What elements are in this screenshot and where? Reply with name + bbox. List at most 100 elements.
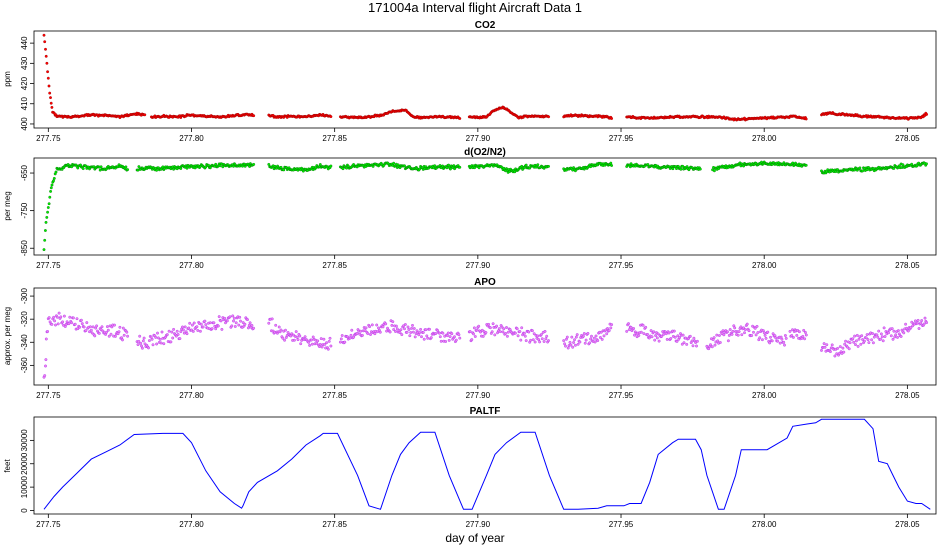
data-point (284, 328, 287, 332)
data-point (424, 328, 428, 332)
data-point (348, 336, 352, 340)
data-point (547, 339, 550, 343)
data-point (629, 325, 633, 329)
data-point (646, 332, 649, 336)
data-point (267, 162, 271, 166)
data-point (421, 331, 425, 334)
data-point (233, 325, 237, 328)
data-point (137, 165, 141, 169)
data-point (54, 323, 57, 327)
data-point (448, 167, 452, 171)
data-point (602, 334, 606, 338)
data-point (502, 327, 506, 331)
data-point (664, 332, 668, 336)
data-point (917, 327, 921, 330)
data-point (877, 329, 881, 333)
data-point (920, 319, 924, 322)
data-point (682, 341, 686, 345)
data-point (473, 166, 477, 170)
data-point (237, 323, 241, 327)
data-point (562, 339, 566, 343)
data-point (329, 164, 333, 168)
data-point (181, 325, 184, 329)
data-point (57, 311, 61, 315)
data-point (82, 325, 86, 329)
data-point (165, 333, 169, 337)
data-point (417, 333, 421, 337)
series-do2n2 (42, 160, 928, 252)
axes-paltf: 277.75 277.80 277.85 277.90 277.95 278.00 278.… (20, 429, 920, 529)
data-point (870, 338, 874, 342)
data-point (750, 334, 754, 337)
data-point (709, 343, 712, 347)
data-point (338, 340, 342, 344)
data-point (384, 322, 388, 326)
data-point (234, 321, 238, 325)
data-point (716, 339, 720, 343)
data-point (52, 176, 56, 180)
data-point (685, 342, 689, 346)
data-point (528, 166, 532, 170)
series-segment (267, 162, 333, 173)
data-point (570, 335, 574, 339)
data-point (770, 339, 774, 343)
data-point (524, 339, 528, 343)
panel-title-paltf: PALTF (470, 406, 501, 417)
data-point (308, 343, 312, 347)
data-point (142, 336, 146, 340)
data-point (364, 326, 368, 330)
data-point (500, 325, 504, 329)
data-point (42, 248, 46, 252)
data-point (742, 164, 746, 168)
data-point (726, 339, 730, 343)
data-point (89, 328, 93, 332)
data-point (495, 324, 499, 328)
series-segment (788, 328, 808, 341)
data-point (490, 330, 494, 334)
data-point (747, 329, 751, 333)
data-point (774, 336, 778, 340)
data-point (788, 329, 792, 333)
data-point (566, 346, 570, 350)
data-point (804, 117, 808, 121)
data-point (121, 326, 125, 330)
data-point (46, 76, 50, 80)
data-point (547, 164, 550, 168)
data-point (728, 328, 732, 331)
data-point (217, 315, 221, 319)
data-point (484, 331, 488, 334)
data-point (836, 168, 840, 172)
data-point (879, 332, 883, 336)
data-point (641, 323, 645, 327)
data-point (669, 337, 673, 340)
data-point (695, 339, 699, 343)
data-point (662, 332, 666, 336)
data-point (497, 327, 501, 331)
data-point (672, 329, 676, 333)
data-point (156, 331, 159, 335)
data-point (780, 337, 784, 341)
data-point (838, 345, 842, 349)
data-point (329, 344, 333, 348)
panel-title-co2: CO2 (475, 20, 496, 31)
data-point (867, 341, 871, 345)
data-point (204, 323, 208, 327)
series-segment (625, 162, 702, 172)
data-point (922, 322, 926, 326)
data-point (581, 334, 585, 338)
data-point (341, 167, 345, 171)
data-point (857, 337, 861, 341)
y-tick-label: 440 (20, 36, 29, 50)
data-point (46, 330, 50, 333)
data-point (231, 314, 235, 318)
data-point (75, 317, 79, 321)
series-segment (135, 314, 256, 350)
data-point (833, 354, 837, 358)
data-point (730, 332, 734, 336)
data-point (138, 334, 142, 338)
data-point (239, 319, 242, 323)
data-point (891, 337, 895, 341)
data-point (739, 325, 743, 329)
data-point (295, 335, 299, 339)
